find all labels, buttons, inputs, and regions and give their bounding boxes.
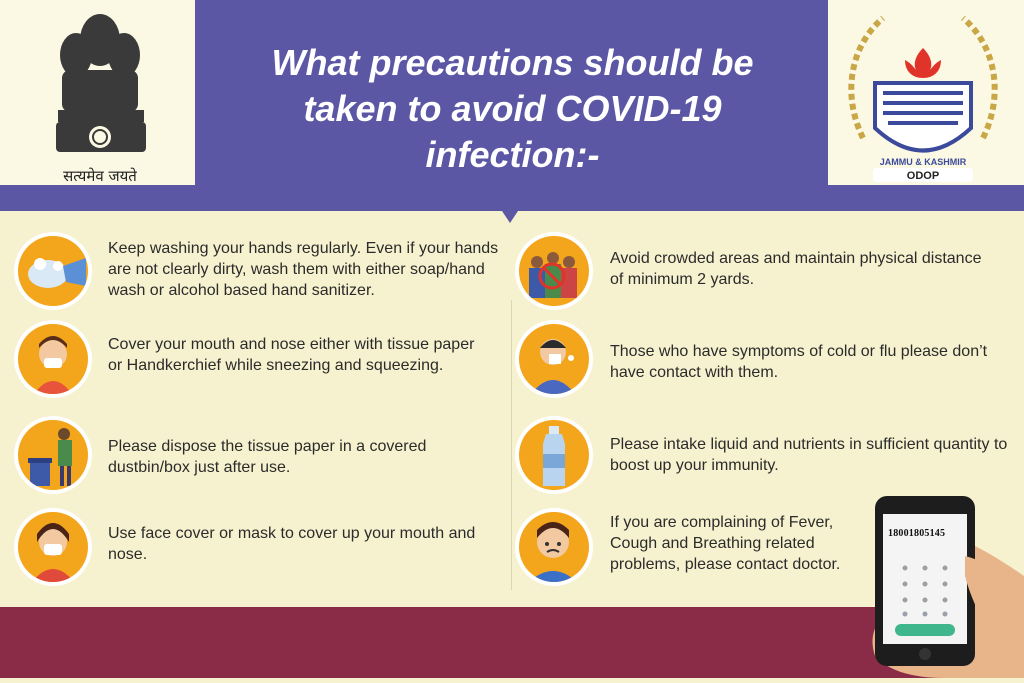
header-band — [0, 185, 1024, 211]
jk-emblem-icon: JAMMU & KASHMIR ODOP — [848, 15, 998, 182]
jk-logo-name: JAMMU & KASHMIR — [880, 157, 967, 167]
item-text: Keep washing your hands regularly. Even … — [108, 240, 499, 299]
footer-band — [0, 607, 1024, 678]
handwashing-icon — [18, 236, 88, 306]
item-text: Avoid crowded areas and maintain physica… — [610, 250, 982, 288]
crowd-avoid-icon — [519, 236, 589, 306]
page-title: What precautions should be taken to avoi… — [215, 40, 810, 178]
band-notch — [502, 211, 518, 223]
item-text: Use face cover or mask to cover up your … — [108, 525, 476, 563]
title-line-3: infection:- — [425, 134, 600, 175]
item-text: Those who have symptoms of cold or flu p… — [610, 343, 988, 381]
emblem-motto: सत्यमेव जयते — [63, 167, 137, 185]
sneezing-person-icon — [18, 324, 88, 394]
title-line-2: taken to avoid COVID-19 — [303, 88, 722, 129]
phone-in-hand-icon: 18001805145 — [855, 486, 1024, 678]
face-mask-icon — [18, 512, 88, 582]
title-line-1: What precautions should be — [271, 42, 754, 83]
item-text: If you are complaining of Fever, Cough a… — [610, 514, 841, 573]
item-text: Cover your mouth and nose either with ti… — [108, 336, 475, 374]
jk-logo-sub: ODOP — [907, 170, 939, 182]
water-bottle-icon — [519, 420, 589, 490]
fever-person-icon — [519, 512, 589, 582]
dustbin-icon — [18, 420, 88, 490]
item-text: Please intake liquid and nutrients in su… — [610, 436, 1008, 474]
helpline-number: 18001805145 — [888, 528, 946, 539]
item-text: Please dispose the tissue paper in a cov… — [108, 438, 427, 476]
column-divider — [511, 300, 512, 590]
header-panel — [195, 0, 828, 185]
sick-person-icon — [519, 324, 589, 394]
state-emblem-icon — [56, 14, 146, 152]
